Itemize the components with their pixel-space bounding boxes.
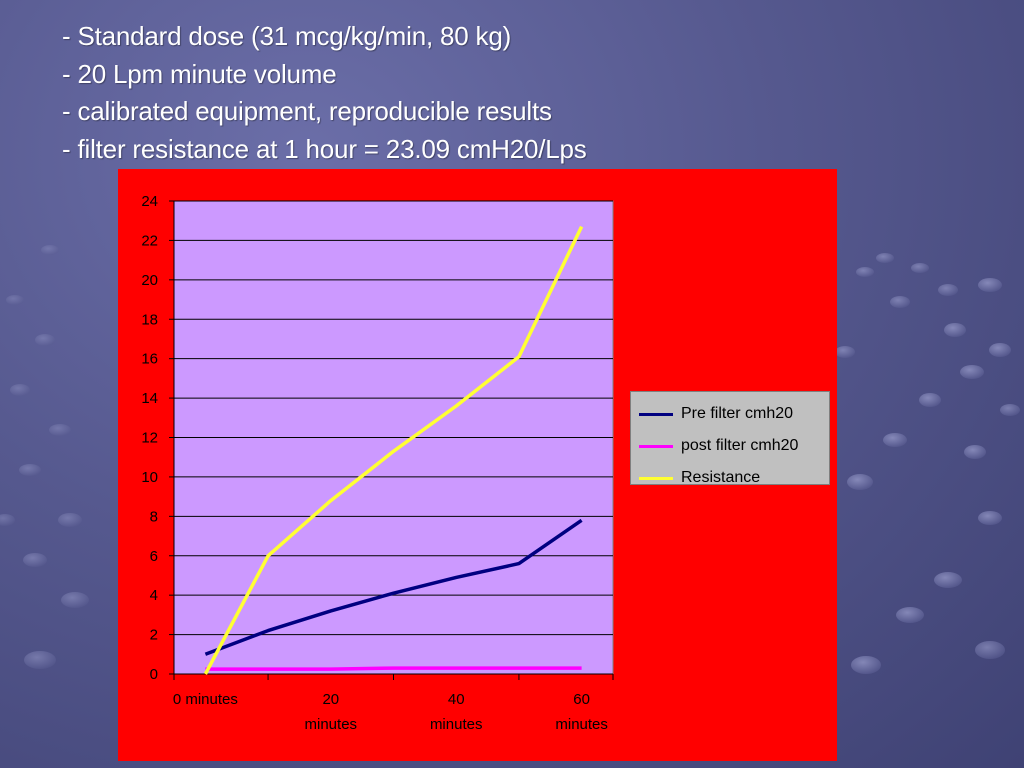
- legend-swatch-pre-filter: [639, 412, 673, 416]
- bullet-minute-volume: - 20 Lpm minute volume: [62, 58, 337, 89]
- y-tick-label: 24: [141, 193, 158, 210]
- legend-item-resistance: Resistance: [639, 468, 760, 488]
- bullet-standard-dose: - Standard dose (31 mcg/kg/min, 80 kg): [62, 21, 512, 51]
- legend-label-resistance: Resistance: [681, 469, 761, 486]
- y-tick-label: 2: [150, 627, 158, 644]
- bullet-filter-resistance: - filter resistance at 1 hour = 23.09 cm…: [62, 133, 587, 164]
- series-line-post-filter: [205, 666, 582, 671]
- legend-label-pre-filter: Pre filter cmh20: [681, 405, 794, 422]
- y-tick-label: 12: [141, 430, 158, 447]
- y-tick-label: 0: [150, 666, 158, 683]
- x-tick-label: 0 minutes: [173, 691, 238, 708]
- bullet-calibrated-equipment: - calibrated equipment, reproducible res…: [62, 96, 552, 126]
- y-tick-label: 10: [141, 469, 158, 486]
- legend-swatch-resistance: [639, 476, 673, 480]
- y-tick-label: 6: [150, 548, 158, 565]
- x-tick-label: 20 minutes: [305, 691, 358, 733]
- slide-bullet-list: - Standard dose (31 mcg/kg/min, 80 kg) -…: [62, 18, 587, 168]
- y-tick-label: 18: [141, 311, 158, 328]
- y-tick-label: 14: [141, 390, 158, 407]
- y-tick-label: 16: [141, 351, 158, 368]
- x-tick-label: 60 minutes: [555, 691, 608, 733]
- chart-legend: Pre filter cmh20 post filter cmh20 Resis…: [630, 391, 830, 488]
- series-line-resistance: [203, 225, 584, 675]
- series-line-pre-filter: [204, 518, 583, 656]
- y-tick-label: 20: [141, 272, 158, 289]
- y-tick-label: 22: [141, 232, 158, 249]
- y-tick-label: 4: [150, 587, 158, 604]
- x-tick-label: 40 minutes: [430, 691, 483, 733]
- chart-panel: 0 2 4 6 8 10 12 14 16 18 20 22 24 0 minutes 20 minutes 4…: [118, 169, 837, 761]
- legend-label-post-filter: post filter cmh20: [681, 437, 799, 454]
- legend-item-post-filter: post filter cmh20: [639, 436, 798, 456]
- legend-item-pre-filter: Pre filter cmh20: [639, 404, 793, 424]
- y-tick-label: 8: [150, 508, 158, 525]
- legend-swatch-post-filter: [639, 444, 673, 448]
